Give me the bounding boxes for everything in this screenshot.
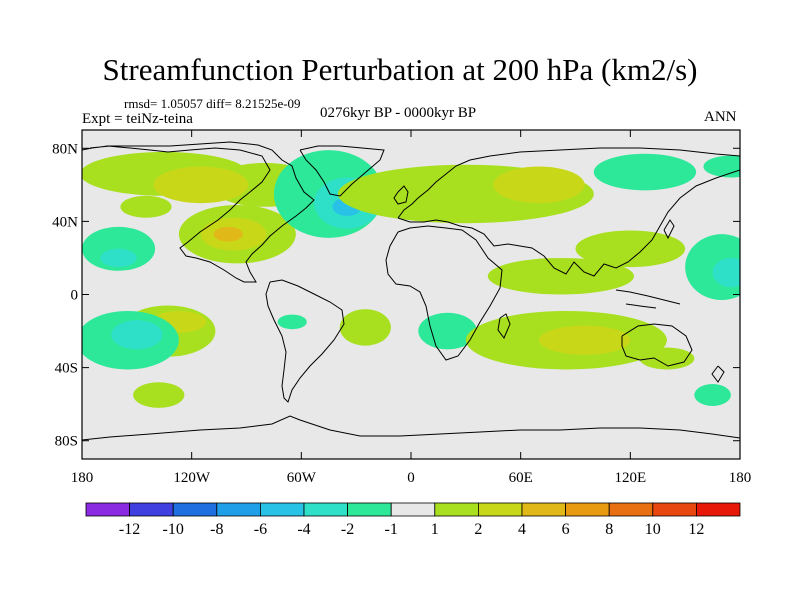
anomaly-blob-26 (538, 325, 631, 355)
colorbar-swatch (652, 502, 697, 517)
colorbar-swatch (85, 502, 130, 517)
anomaly-blob-6 (213, 226, 243, 242)
coast-north-america (82, 141, 315, 283)
colorbar-label: -8 (210, 521, 223, 538)
colorbar-label: -2 (341, 521, 354, 538)
anomaly-blob-8 (100, 248, 137, 268)
colorbar-swatch (565, 502, 610, 517)
map-panel (81, 129, 741, 460)
colorbar-label: 10 (645, 521, 661, 538)
lon-label: 60W (287, 470, 317, 486)
colorbar-label: 4 (518, 521, 526, 538)
lon-label: 120W (173, 470, 211, 486)
map-title: Streamfunction Perturbation at 200 hPa (… (102, 52, 698, 87)
colorbar-label: -4 (297, 521, 310, 538)
anomaly-blob-2 (120, 195, 172, 218)
anomaly-blob-30 (694, 384, 731, 406)
anomaly-blob-3 (153, 166, 249, 204)
colorbar-label: -6 (254, 521, 267, 538)
lon-label: 180 (729, 470, 752, 486)
coast-madagascar (497, 313, 511, 339)
coast-eurasia (397, 147, 740, 277)
anomaly-blob-20 (493, 166, 585, 204)
lon-label: 120E (614, 470, 646, 486)
coastlines (82, 141, 740, 441)
lat-label: 80N (52, 141, 78, 157)
colorbar-swatch (172, 502, 218, 517)
colorbar-swatch (303, 502, 348, 517)
colorbar-swatch (434, 502, 479, 517)
colorbar-label: -12 (119, 521, 140, 538)
colorbar-swatch (347, 502, 392, 517)
season-label: ANN (704, 109, 737, 125)
lon-label: 60E (509, 470, 533, 486)
colorbar-label: -10 (163, 521, 184, 538)
colorbar-swatch (521, 502, 566, 517)
experiment-label: Expt = teiNz-teina (82, 111, 193, 127)
anomaly-blob-17 (277, 314, 307, 330)
colorbar-swatch (608, 502, 654, 517)
colorbar-swatch (259, 502, 305, 517)
coast-south-america (265, 279, 345, 403)
colorbar-swatch (216, 502, 261, 517)
coast-africa (385, 225, 503, 361)
colorbar-label: 8 (605, 521, 613, 538)
lat-label: 0 (71, 288, 79, 304)
colorbar-swatch (129, 502, 174, 517)
coast-australia (621, 323, 693, 367)
lat-label: 40N (52, 214, 78, 230)
anomaly-blob-12 (111, 320, 163, 350)
coast-uk (393, 185, 409, 205)
lat-label: 40S (55, 361, 78, 377)
anomaly-blob-31 (703, 155, 740, 178)
coast-greenland (299, 145, 385, 197)
colorbar-label: 6 (562, 521, 570, 538)
anomaly-blob-23 (487, 257, 634, 295)
anomaly-blob-24 (575, 230, 686, 268)
map-ticks (81, 130, 741, 459)
colorbar-swatch (390, 502, 436, 517)
colorbar-swatch (696, 502, 741, 517)
anomaly-fields (82, 150, 740, 408)
colorbar-label: 2 (474, 521, 482, 538)
coast-indonesia (615, 289, 681, 309)
colorbar-label: 12 (688, 521, 704, 538)
anomaly-blob-21 (593, 153, 697, 191)
lon-label: 180 (71, 470, 94, 486)
coast-new-zealand (711, 365, 725, 383)
anomaly-blob-27 (639, 347, 695, 370)
coast-japan (663, 219, 675, 240)
lat-label: 80S (55, 434, 78, 450)
anomaly-blob-18 (339, 309, 391, 346)
period-label: 0276kyr BP - 0000kyr BP (320, 105, 477, 121)
anomaly-blob-29 (712, 257, 740, 288)
anomaly-blob-7 (82, 226, 156, 271)
lon-label: 0 (407, 470, 415, 486)
colorbar-label: -1 (385, 521, 398, 538)
anomaly-blob-13 (133, 382, 185, 408)
colorbar-label: 1 (431, 521, 439, 538)
stats-line: rmsd= 1.05057 diff= 8.21525e-09 (124, 96, 301, 111)
colorbar: -12 -10 -8 -6 -4 -2 -1 1 2 4 6 8 10 12 (85, 502, 741, 538)
coast-antarctica (82, 415, 740, 441)
colorbar-swatch (477, 502, 523, 517)
axis-labels: 80N 40N 0 40S 80S 180 120W 60W 0 60E 120E 180 (52, 141, 751, 486)
anomaly-blob-22 (418, 312, 477, 350)
